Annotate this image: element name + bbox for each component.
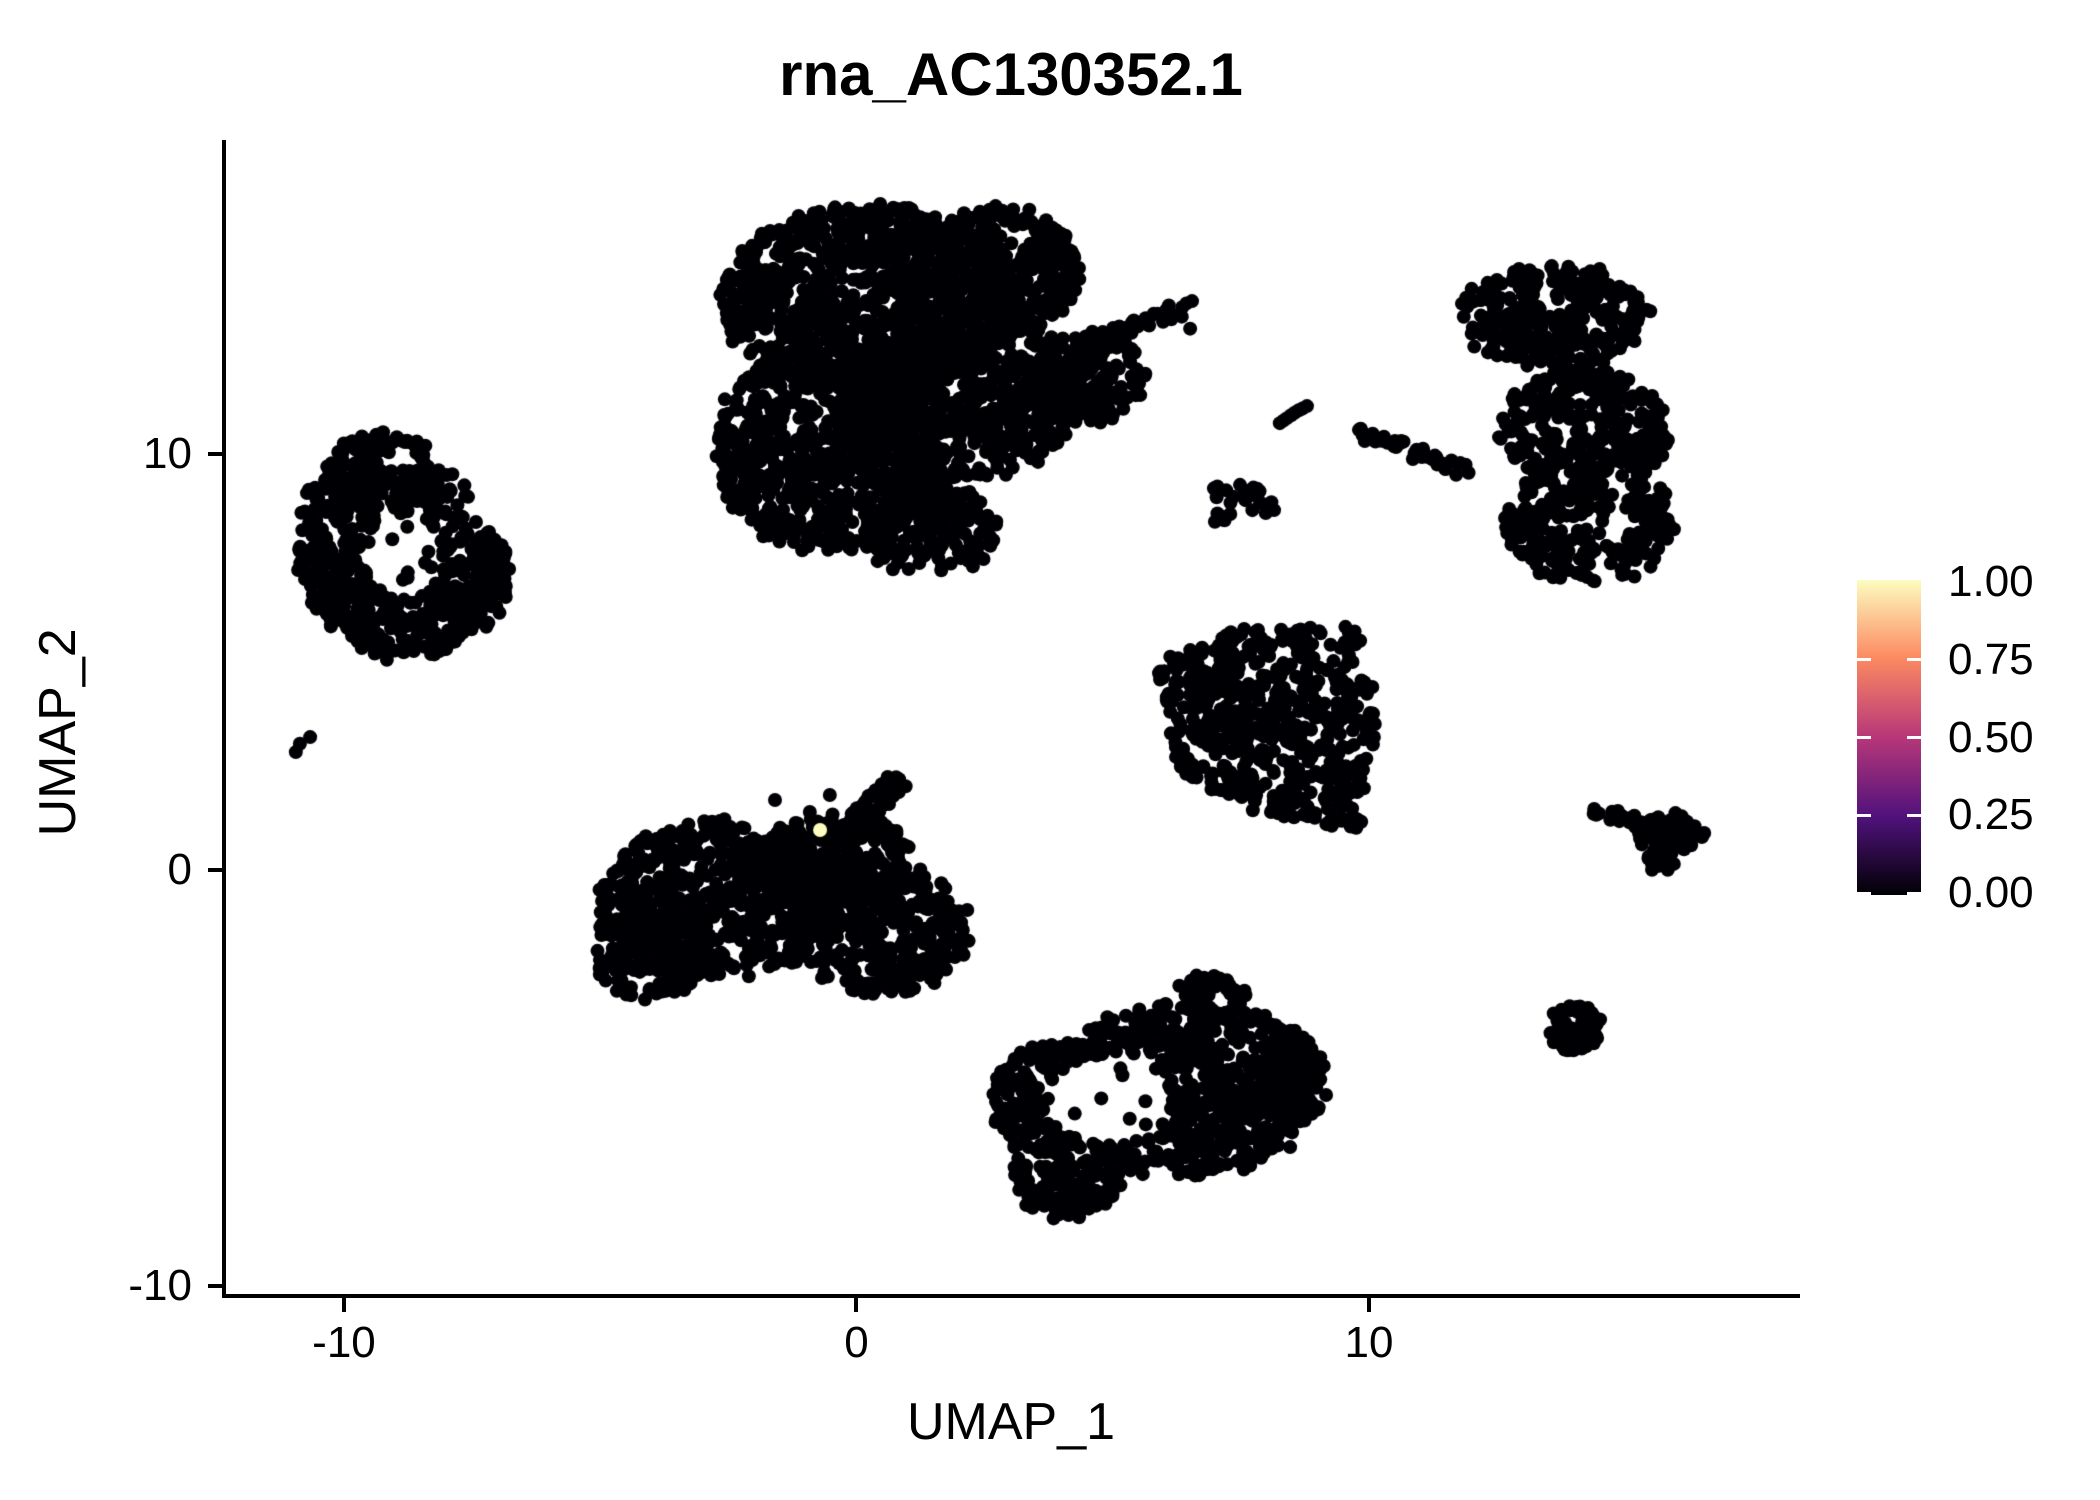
legend-tick-label: 0.75: [1948, 634, 2034, 684]
x-axis-label: UMAP_1: [906, 1393, 1116, 1451]
legend-tick-label: 1.00: [1948, 557, 2034, 606]
y-axis-label: UMAP_2: [28, 628, 88, 836]
legend-tick-mark: [1857, 736, 1871, 739]
x-axis-tick-mark: [1366, 1298, 1371, 1312]
legend-tick-mark: [1857, 658, 1871, 662]
x-axis-tick-label: 10: [1344, 1318, 1394, 1367]
legend-tick-mark: [1857, 891, 1871, 895]
y-axis-tick-mark: [208, 867, 222, 872]
colorbar-legend: [1857, 580, 1921, 895]
x-axis-tick-label: 0: [844, 1318, 869, 1367]
y-axis-tick-label: -10: [128, 1261, 192, 1311]
legend-tick-mark: [1907, 891, 1921, 895]
plot-title: rna_AC130352.1: [779, 41, 1243, 108]
y-axis-tick-mark: [208, 451, 222, 456]
y-axis-tick-mark: [208, 1284, 222, 1289]
y-axis-tick-label: 10: [143, 428, 192, 478]
x-axis-tick-mark: [341, 1298, 346, 1312]
legend-tick-label: 0.25: [1948, 790, 2034, 840]
x-axis-tick-mark: [854, 1298, 859, 1312]
legend-tick-mark: [1907, 658, 1921, 662]
y-axis-tick-label: 0: [167, 844, 192, 894]
x-axis-tick-label: -10: [312, 1318, 376, 1367]
y-axis-label-text: UMAP_2: [29, 628, 87, 837]
legend-tick-mark: [1907, 736, 1921, 739]
legend-tick-mark: [1857, 813, 1871, 817]
plot-panel: [222, 140, 1800, 1298]
legend-tick-label: 0.00: [1948, 868, 2034, 917]
legend-tick-mark: [1907, 813, 1921, 817]
legend-tick-label: 0.50: [1948, 712, 2034, 762]
